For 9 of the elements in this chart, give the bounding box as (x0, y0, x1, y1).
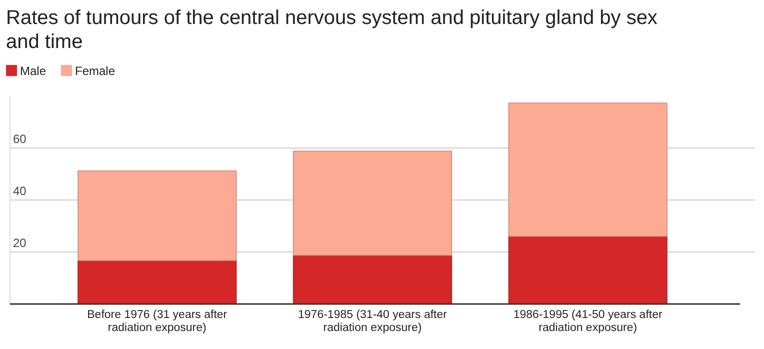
y-tick-label: 40 (13, 184, 27, 198)
legend-label: Male (20, 64, 46, 78)
legend-label: Female (75, 64, 116, 78)
x-tick-label: 1976-1985 (31-40 years after radiation exposure) (298, 309, 448, 334)
y-tick-label: 20 (13, 236, 27, 250)
x-tick-label: Before 1976 (31 years after radiation exposure) (87, 309, 228, 334)
x-tick-label: 1986-1995 (41-50 years after radiation exposure) (513, 309, 662, 334)
chart-title: Rates of tumours of the central nervous system and pituitary gland by sex and time (6, 7, 658, 53)
y-tick-label: 60 (13, 132, 27, 146)
